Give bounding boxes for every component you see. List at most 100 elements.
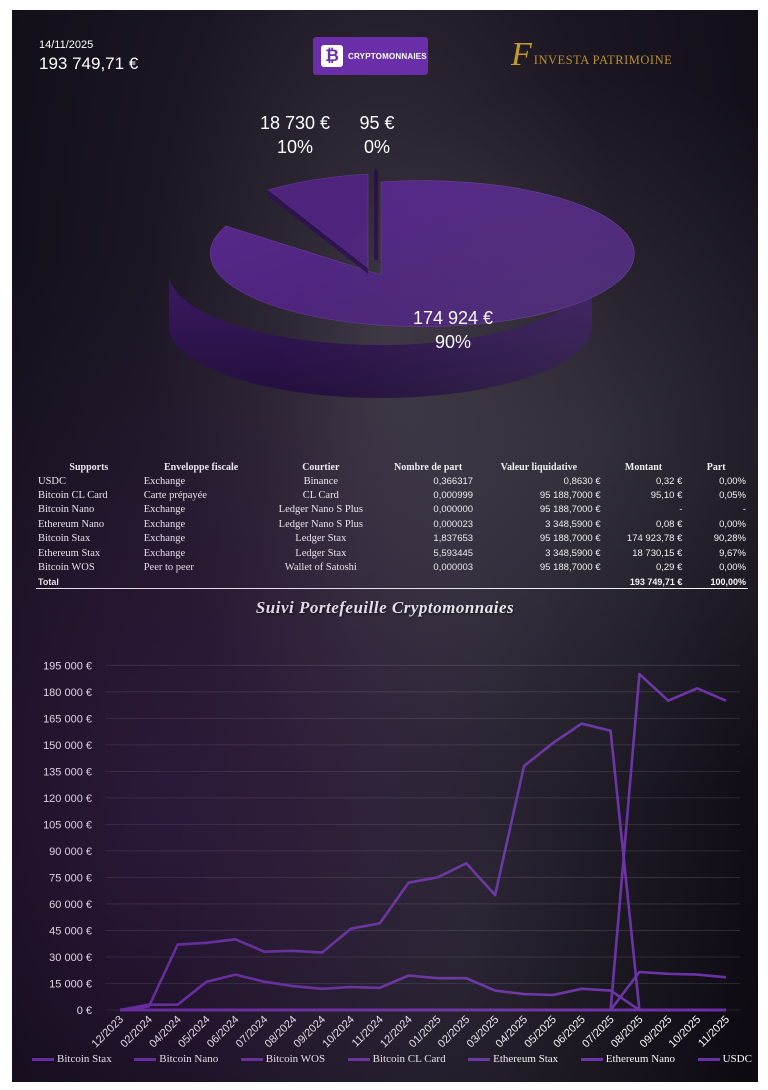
x-tick-label: 11/2025 [696, 1014, 732, 1050]
total-total-label: Total [38, 576, 59, 587]
table-cell: 0,366317 [433, 475, 474, 487]
legend-label: Bitcoin CL Card [372, 1053, 446, 1065]
bitcoin-icon: ₿ [321, 45, 343, 67]
table-cell: 95 188,7000 € [539, 490, 601, 502]
col-montant: Montant [624, 462, 663, 473]
col-supports: Supports [69, 462, 109, 473]
pie-value-3: 95 € [359, 113, 395, 133]
legend-swatch [468, 1057, 491, 1061]
table-body: USDC Exchange Binance 0,366317 0,8630 € 0,32 … [36, 474, 748, 589]
table-cell: Exchange [143, 533, 186, 545]
table-cell: Wallet of Satoshi [284, 562, 357, 574]
chart-title: Suivi Portefeuille Cryptomonnaies [255, 598, 515, 617]
y-tick-label: 165 000 € [43, 713, 92, 725]
legend-item: USDC [697, 1053, 752, 1065]
col-enveloppe: Enveloppe fiscale [164, 462, 239, 473]
table-cell: USDC [38, 475, 67, 487]
table-cell: Bitcoin Stax [38, 533, 91, 545]
pie-slice-other [374, 170, 378, 260]
legend-item: Bitcoin Nano [134, 1053, 218, 1065]
y-tick-label: 105 000 € [43, 819, 92, 831]
portfolio-total: 193 749,71 € [39, 54, 139, 73]
pie-value-1: 174 924 € [412, 308, 494, 328]
table-cell: 95 188,7000 € [539, 562, 601, 574]
legend-item: Bitcoin Stax [32, 1053, 112, 1065]
table-cell: - [679, 504, 683, 516]
y-tick-label: 180 000 € [43, 687, 92, 699]
brand-initial: F [511, 36, 532, 73]
table-cell: 174 923,78 € [626, 533, 683, 545]
total-total-pct: 100,00% [710, 576, 746, 587]
legend-swatch [580, 1057, 603, 1061]
y-tick-label: 75 000 € [49, 872, 92, 884]
table-cell: Bitcoin WOS [38, 562, 95, 574]
table-row: USDC Exchange Binance 0,366317 0,8630 € 0,32 … [36, 474, 748, 488]
table-cell: 0,05% [719, 490, 746, 502]
table-cell: 1,837653 [433, 533, 474, 545]
legend-item: Ethereum Stax [468, 1053, 558, 1065]
table-cell: Exchange [143, 504, 186, 516]
y-tick-label: 60 000 € [49, 899, 92, 911]
table-cell: 0,08 € [655, 518, 683, 530]
legend-label: Ethereum Stax [493, 1053, 559, 1065]
y-tick-label: 150 000 € [43, 740, 92, 752]
table-cell: Exchange [143, 547, 186, 559]
table-cell: - [742, 504, 746, 516]
table-row: Bitcoin Nano Exchange Ledger Nano S Plus 0,… [36, 503, 748, 517]
table-row: Bitcoin CL Card Carte prépayée CL Card 0,00… [36, 488, 748, 502]
table-cell: 95 188,7000 € [539, 533, 601, 545]
y-tick-label: 45 000 € [49, 925, 92, 937]
brand-logo: F INVESTA PATRIMOINE [511, 36, 673, 73]
supports-table: Supports Enveloppe fiscale Courtier Nomb… [36, 461, 748, 589]
table-row: Bitcoin Stax Exchange Ledger Stax 1,837653 9… [36, 532, 748, 546]
legend-label: Bitcoin Stax [57, 1053, 112, 1065]
table-cell: Ethereum Stax [38, 547, 101, 559]
col-part: Part [706, 462, 726, 473]
y-tick-label: 0 € [77, 1005, 92, 1017]
legend-label: Bitcoin Nano [159, 1053, 219, 1065]
crypto-badge: ₿ CRYPTOMONNAIES [313, 37, 428, 75]
pie-slice-side [169, 277, 592, 398]
legend-label: Bitcoin WOS [265, 1053, 326, 1065]
total-total-amount: 193 749,71 € [629, 576, 683, 587]
table-cell: Exchange [143, 518, 186, 530]
table-cell: Ledger Nano S Plus [278, 504, 363, 516]
legend-swatch [697, 1057, 720, 1061]
brand-name: INVESTA PATRIMOINE [533, 53, 673, 67]
table-cell: 0,00% [719, 475, 746, 487]
table-cell: 0,32 € [655, 475, 683, 487]
table-cell: Binance [303, 475, 339, 487]
table-cell-empty [475, 575, 603, 589]
pie-pct-2: 10% [276, 137, 314, 157]
table-cell: 0,00% [719, 562, 746, 574]
pie-slice-side-2 [268, 190, 368, 274]
y-tick-label: 195 000 € [43, 660, 92, 672]
legend-label: Ethereum Nano [605, 1053, 676, 1065]
table-cell: 0,000000 [433, 504, 474, 516]
y-tick-label: 90 000 € [49, 846, 92, 858]
table-cell: Ethereum Nano [38, 518, 105, 530]
table-cell: 0,000003 [433, 562, 474, 574]
table-cell-empty [381, 575, 475, 589]
pie-slice-ethereum-stax [267, 173, 369, 269]
table-cell: 3 348,5900 € [545, 547, 601, 559]
y-tick-label: 30 000 € [49, 952, 92, 964]
y-tick-label: 135 000 € [43, 766, 92, 778]
table-cell: Ledger Stax [295, 533, 347, 545]
legend-swatch [240, 1057, 263, 1061]
table-cell: 95,10 € [650, 490, 683, 502]
pie-label-1: 174 924 € 90% [408, 306, 498, 354]
table-total-row: Total 193 749,71 € 100,00% [36, 575, 748, 589]
table-cell: 0,000023 [433, 518, 474, 530]
x-tick-label: 10/2025 [667, 1014, 704, 1050]
table-cell: 0,8630 € [563, 475, 601, 487]
table-cell: Ledger Nano S Plus [278, 518, 363, 530]
table-cell: CL Card [302, 490, 339, 502]
table-cell: Exchange [143, 475, 186, 487]
table-row: Ethereum Stax Exchange Ledger Stax 5,593445… [36, 546, 748, 560]
y-tick-label: 15 000 € [49, 978, 92, 990]
table-cell: 5,593445 [433, 547, 474, 559]
table-cell: 0,000999 [433, 490, 474, 502]
pie-value-2: 18 730 € [259, 113, 331, 133]
pie-chart [169, 170, 635, 398]
